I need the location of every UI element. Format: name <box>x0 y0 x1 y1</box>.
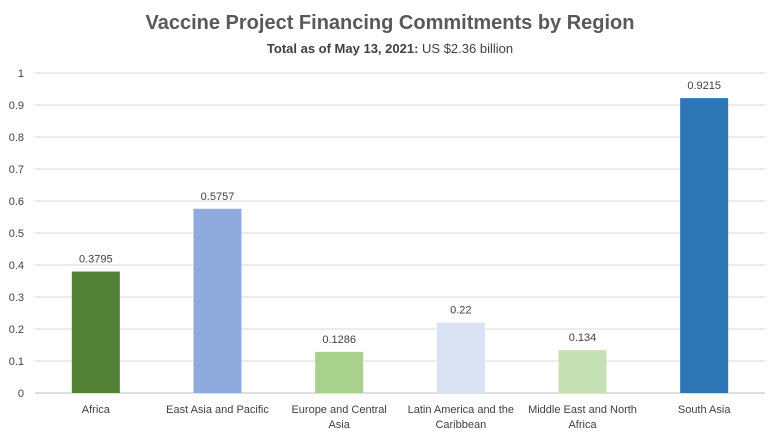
data-label: 0.5757 <box>201 191 235 203</box>
bar <box>558 350 607 393</box>
x-tick-label: East Asia and Pacific <box>166 404 269 416</box>
bar <box>193 208 242 393</box>
x-tick-label: Africa <box>82 404 111 416</box>
chart-title: Vaccine Project Financing Commitments by… <box>145 12 635 34</box>
x-tick-label: Middle East and North Africa <box>528 404 637 431</box>
data-label: 0.9215 <box>687 80 721 92</box>
data-label: 0.134 <box>569 332 597 344</box>
y-tick-label: 0.1 <box>9 356 24 368</box>
y-tick-label: 0.5 <box>9 228 24 240</box>
data-label: 0.22 <box>450 305 471 317</box>
data-label: 0.1286 <box>322 334 356 346</box>
bar <box>436 322 485 393</box>
y-tick-label: 0.4 <box>9 260 24 272</box>
subtitle-date: Total as of May 13, 2021: <box>266 41 419 56</box>
x-tick-label: Latin America and the Caribbean <box>408 404 514 431</box>
y-tick-label: 0.6 <box>9 196 24 208</box>
x-tick-label: South Asia <box>678 404 731 416</box>
y-tick-label: 1 <box>18 68 24 80</box>
y-tick-label: 0.2 <box>9 324 24 336</box>
bar <box>71 271 120 393</box>
x-tick-label: Europe and Central Asia <box>291 404 386 431</box>
y-tick-label: 0.7 <box>9 164 24 176</box>
bar <box>680 98 729 394</box>
y-tick-label: 0.8 <box>9 132 24 144</box>
subtitle-total: US $2.36 billion <box>418 41 514 56</box>
chart-subtitle: Total as of May 13, 2021: US $2.36 billi… <box>0 41 780 56</box>
data-label: 0.3795 <box>79 254 113 266</box>
y-tick-label: 0.3 <box>9 292 24 304</box>
y-tick-label: 0.9 <box>9 100 24 112</box>
y-tick-label: 0 <box>18 388 24 400</box>
bar <box>315 351 364 393</box>
